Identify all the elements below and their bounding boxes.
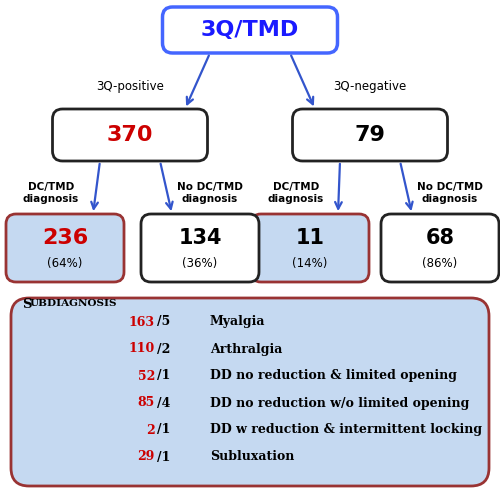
Text: 134: 134 (178, 228, 222, 248)
Text: 3Q/TMD: 3Q/TMD (201, 20, 299, 40)
Text: 85: 85 (138, 396, 155, 409)
Text: 236: 236 (42, 228, 88, 248)
Text: UBDIAGNOSIS: UBDIAGNOSIS (30, 299, 118, 308)
FancyBboxPatch shape (52, 109, 208, 161)
Text: Myalgia: Myalgia (210, 315, 266, 329)
Text: Arthralgia: Arthralgia (210, 343, 282, 355)
Text: (14%): (14%) (292, 257, 328, 270)
FancyBboxPatch shape (381, 214, 499, 282)
Text: 370: 370 (107, 125, 153, 145)
Text: /4: /4 (157, 396, 170, 409)
Text: /1: /1 (157, 450, 170, 463)
Text: No DC/TMD
diagnosis: No DC/TMD diagnosis (417, 182, 483, 204)
Text: 2: 2 (146, 424, 155, 437)
FancyBboxPatch shape (162, 7, 338, 53)
Text: 3Q-positive: 3Q-positive (96, 80, 164, 93)
Text: (64%): (64%) (48, 257, 82, 270)
Text: (86%): (86%) (422, 257, 458, 270)
Text: /5: /5 (157, 315, 170, 329)
FancyBboxPatch shape (251, 214, 369, 282)
Text: (36%): (36%) (182, 257, 218, 270)
Text: 3Q-negative: 3Q-negative (334, 80, 406, 93)
Text: DD w reduction & intermittent locking: DD w reduction & intermittent locking (210, 424, 482, 437)
FancyBboxPatch shape (141, 214, 259, 282)
Text: 68: 68 (426, 228, 454, 248)
Text: /1: /1 (157, 369, 170, 383)
Text: /1: /1 (157, 424, 170, 437)
Text: DC/TMD
diagnosis: DC/TMD diagnosis (268, 182, 324, 204)
Text: 79: 79 (354, 125, 386, 145)
FancyBboxPatch shape (11, 298, 489, 486)
Text: 29: 29 (138, 450, 155, 463)
Text: Subluxation: Subluxation (210, 450, 294, 463)
Text: DC/TMD
diagnosis: DC/TMD diagnosis (23, 182, 79, 204)
Text: DD no reduction & limited opening: DD no reduction & limited opening (210, 369, 457, 383)
Text: 52: 52 (138, 369, 155, 383)
Text: 11: 11 (296, 228, 324, 248)
Text: 163: 163 (129, 315, 155, 329)
Text: No DC/TMD
diagnosis: No DC/TMD diagnosis (177, 182, 243, 204)
FancyBboxPatch shape (292, 109, 448, 161)
Text: DD no reduction w/o limited opening: DD no reduction w/o limited opening (210, 396, 469, 409)
Text: S: S (22, 297, 32, 310)
Text: /2: /2 (157, 343, 170, 355)
Text: 110: 110 (129, 343, 155, 355)
FancyBboxPatch shape (6, 214, 124, 282)
